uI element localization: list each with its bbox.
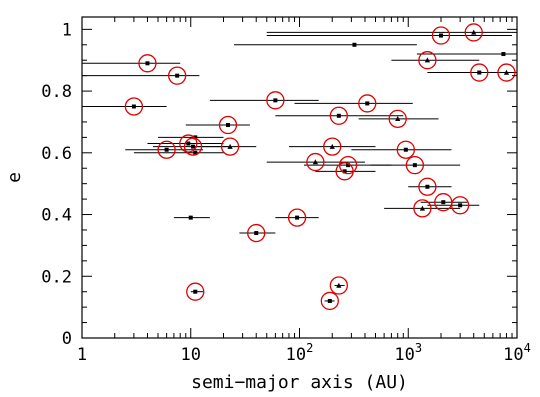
square-marker xyxy=(438,33,443,38)
square-marker xyxy=(336,113,341,118)
highlight-circle xyxy=(287,208,307,227)
x-tick-label-base: 10 xyxy=(286,345,306,365)
highlight-circle xyxy=(306,152,325,172)
highlight-circle xyxy=(405,156,425,175)
highlight-circle xyxy=(418,51,437,70)
highlight-circle xyxy=(266,91,285,110)
highlight-circle xyxy=(218,115,238,135)
square-marker xyxy=(477,70,482,75)
highlight-circle xyxy=(464,23,483,42)
y-tick-label: 0.8 xyxy=(41,82,72,102)
y-tick-label: 0.6 xyxy=(41,144,72,164)
highlight-circle xyxy=(179,134,198,153)
triangle-marker xyxy=(312,159,318,165)
highlight-circle xyxy=(413,199,432,218)
triangle-marker xyxy=(503,69,510,75)
x-tick-label-exponent: 3 xyxy=(415,341,422,355)
highlight-circle xyxy=(338,156,358,175)
highlight-circle xyxy=(431,26,451,45)
square-marker xyxy=(145,61,150,66)
square-marker xyxy=(342,169,347,174)
x-tick-label-base: 1 xyxy=(77,345,87,365)
x-tick-label: 102 xyxy=(286,341,314,365)
x-tick-label-base: 10 xyxy=(394,345,414,365)
highlight-circle xyxy=(320,291,339,311)
highlight-circle xyxy=(138,54,157,73)
square-marker xyxy=(425,184,430,189)
points-layer xyxy=(131,29,510,303)
highlight-circle xyxy=(396,140,415,159)
square-marker xyxy=(352,42,357,47)
highlight-circle xyxy=(186,282,205,301)
highlight-circle xyxy=(388,109,407,129)
ticks-layer xyxy=(81,17,517,339)
x-tick-label: 103 xyxy=(394,341,422,365)
x-tick-label: 10 xyxy=(181,345,201,365)
square-marker xyxy=(164,147,169,152)
triangle-marker xyxy=(395,116,401,122)
triangle-marker xyxy=(471,29,477,35)
square-marker xyxy=(186,141,191,146)
square-marker xyxy=(403,147,408,152)
highlight-circle xyxy=(358,94,377,113)
square-marker xyxy=(365,101,370,106)
square-marker xyxy=(175,73,180,78)
highlight-circle xyxy=(168,66,187,85)
x-tick-label-base: 10 xyxy=(503,345,523,365)
square-marker xyxy=(254,231,259,236)
square-marker xyxy=(225,123,230,128)
square-marker xyxy=(412,163,417,168)
triangle-marker xyxy=(424,57,430,63)
square-marker xyxy=(193,289,198,294)
x-tick-label-exponent: 4 xyxy=(524,341,531,355)
highlight-circle xyxy=(329,276,348,295)
highlight-circle xyxy=(247,223,266,243)
highlight-circle xyxy=(157,140,176,159)
triangle-marker xyxy=(419,205,426,211)
y-axis-title: e xyxy=(4,172,25,183)
square-marker xyxy=(273,98,278,103)
square-marker xyxy=(188,215,193,220)
square-marker xyxy=(327,298,332,303)
square-marker xyxy=(346,163,351,168)
square-marker xyxy=(191,144,196,149)
triangle-marker xyxy=(329,143,335,149)
highlight-circle xyxy=(124,97,144,116)
x-tick-label-exponent: 2 xyxy=(306,341,313,355)
y-tick-label: 0 xyxy=(62,329,72,349)
error-bars-layer xyxy=(82,31,517,302)
highlight-circle xyxy=(183,137,203,156)
highlight-circle xyxy=(497,63,516,82)
highlight-circle xyxy=(450,196,470,215)
x-axis-title: semi−major axis (AU) xyxy=(191,372,408,392)
square-marker xyxy=(295,215,300,220)
y-tick-label: 0.2 xyxy=(41,267,72,287)
square-marker xyxy=(193,150,198,155)
triangle-marker xyxy=(336,282,342,288)
y-tick-label: 1 xyxy=(62,20,72,40)
highlight-circle xyxy=(470,63,489,82)
square-marker xyxy=(131,104,136,109)
highlight-circle xyxy=(323,137,342,156)
square-marker xyxy=(193,135,198,140)
highlight-circles-layer xyxy=(124,23,516,311)
y-tick-label: 0.4 xyxy=(41,206,72,226)
triangle-marker xyxy=(227,143,233,149)
square-marker xyxy=(458,203,463,208)
highlight-circle xyxy=(418,177,437,196)
x-tick-label-base: 10 xyxy=(181,345,201,365)
x-tick-label: 1 xyxy=(77,345,87,365)
x-tick-label: 104 xyxy=(503,341,531,365)
square-marker xyxy=(441,200,446,205)
square-marker xyxy=(501,52,506,57)
highlight-circle xyxy=(329,106,348,125)
highlight-circle xyxy=(220,137,240,156)
